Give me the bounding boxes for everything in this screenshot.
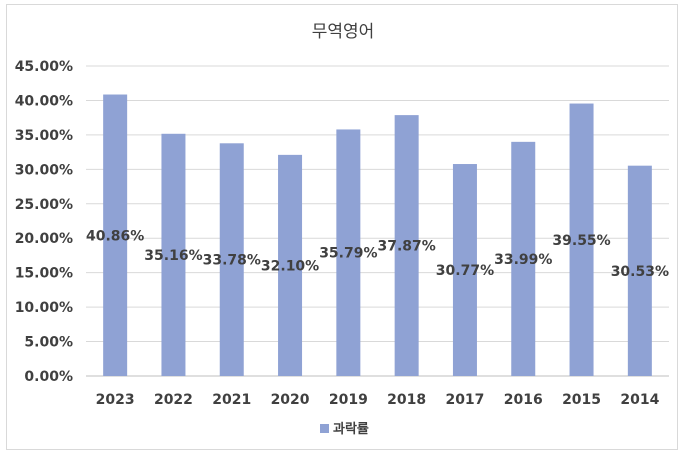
legend-swatch (320, 424, 329, 433)
x-tick-label: 2023 (96, 392, 135, 408)
bar-2023 (103, 94, 128, 377)
bar-2021 (219, 143, 244, 376)
x-tick-label: 2020 (271, 392, 310, 408)
y-tick-label: 25.00% (15, 197, 73, 213)
data-label: 35.16% (144, 248, 202, 264)
bar-2015 (569, 103, 594, 377)
y-tick-label: 5.00% (24, 335, 73, 351)
bar-2022 (161, 133, 186, 376)
bar-2018 (394, 115, 419, 377)
data-label: 37.87% (377, 239, 435, 255)
data-labels: 40.86%35.16% 33.78% 32.10%35.79% 37.87%30.7… (86, 228, 669, 280)
bar-chart: 무역영어 0.00% 5.00% 10.00% 15.00% 20.00% 25.00% 3… (15, 22, 669, 437)
x-tick-label: 2015 (562, 392, 601, 408)
x-tick-label: 2018 (387, 392, 426, 408)
x-tick-label: 2017 (445, 392, 484, 408)
data-label: 32.10% (261, 258, 319, 274)
x-tick-label: 2021 (212, 392, 251, 408)
bar-2019 (336, 129, 361, 376)
x-tick-label: 2019 (329, 392, 368, 408)
x-tick-label: 2022 (154, 392, 193, 408)
bar-2016 (511, 141, 536, 376)
chart-title: 무역영어 (312, 22, 375, 42)
bar-2017 (452, 164, 477, 376)
y-tick-label: 15.00% (15, 266, 73, 282)
y-tick-label: 10.00% (15, 300, 73, 316)
y-tick-label: 20.00% (15, 231, 73, 247)
y-tick-label: 40.00% (15, 93, 73, 109)
data-label: 40.86% (86, 228, 144, 244)
data-label: 35.79% (319, 246, 377, 262)
bar-2020 (278, 154, 303, 376)
data-label: 39.55% (552, 233, 610, 249)
bars (103, 94, 652, 377)
y-tick-label: 35.00% (15, 128, 73, 144)
data-label: 30.77% (436, 263, 494, 279)
data-label: 30.53% (611, 264, 669, 280)
x-tick-label: 2014 (620, 392, 659, 408)
data-label: 33.78% (203, 253, 261, 269)
chart-area: 무역영어 0.00% 5.00% 10.00% 15.00% 20.00% 25.00% 3… (6, 4, 678, 450)
legend: 과락률 (320, 422, 369, 437)
y-tick-label: 45.00% (15, 59, 73, 75)
data-label: 33.99% (494, 252, 552, 268)
bar-2014 (627, 165, 652, 376)
y-tick-label: 30.00% (15, 162, 73, 178)
x-axis-ticks: 2023 2022 2021 2020 2019 2018 2017 2016 2015 2014 (96, 392, 660, 408)
x-tick-label: 2016 (504, 392, 543, 408)
y-tick-label: 0.00% (24, 369, 73, 385)
legend-label: 과락률 (333, 422, 369, 437)
y-axis-ticks: 0.00% 5.00% 10.00% 15.00% 20.00% 25.00% 30.00%… (15, 59, 73, 385)
